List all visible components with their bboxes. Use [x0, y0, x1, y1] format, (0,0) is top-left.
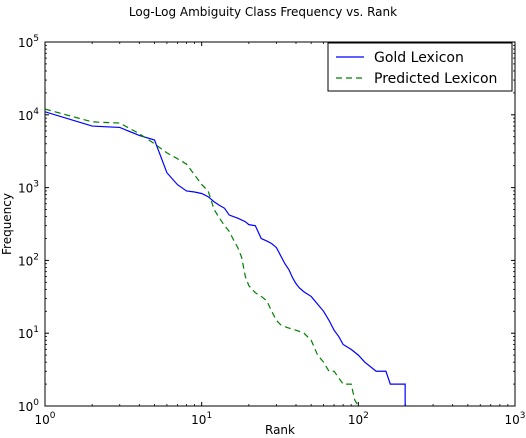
chart-title: Log-Log Ambiguity Class Frequency vs. Ra…	[129, 5, 397, 19]
y-tick-label: 105	[18, 34, 39, 50]
legend-gold-label: Gold Lexicon	[374, 50, 464, 66]
legend-predicted-label: Predicted Lexicon	[374, 71, 497, 87]
y-tick-label: 103	[18, 180, 39, 196]
y-tick-label: 100	[18, 398, 39, 414]
series-layer	[45, 108, 406, 406]
y-tick-label: 104	[18, 107, 39, 123]
y-tick-label: 102	[18, 252, 39, 268]
x-tick-labels: 100 101 102 103	[34, 411, 525, 427]
predicted-lexicon-line	[45, 108, 359, 406]
x-tick-label: 101	[191, 411, 212, 427]
x-tick-label: 102	[348, 411, 369, 427]
x-axis-label: Rank	[265, 423, 295, 437]
y-tick-label: 101	[18, 325, 39, 341]
y-tick-labels: 100 101 102 103 104 105	[18, 34, 39, 414]
plot-area	[44, 41, 516, 407]
minor-ticks	[45, 42, 515, 406]
major-ticks	[44, 41, 516, 407]
gold-lexicon-line	[45, 111, 406, 406]
x-tick-label: 100	[34, 411, 55, 427]
x-tick-label: 103	[504, 411, 525, 427]
legend-box	[327, 42, 513, 92]
plot-frame	[44, 41, 516, 407]
y-axis-label: Frequency	[0, 193, 14, 255]
legend: Gold Lexicon Predicted Lexicon	[327, 42, 513, 92]
